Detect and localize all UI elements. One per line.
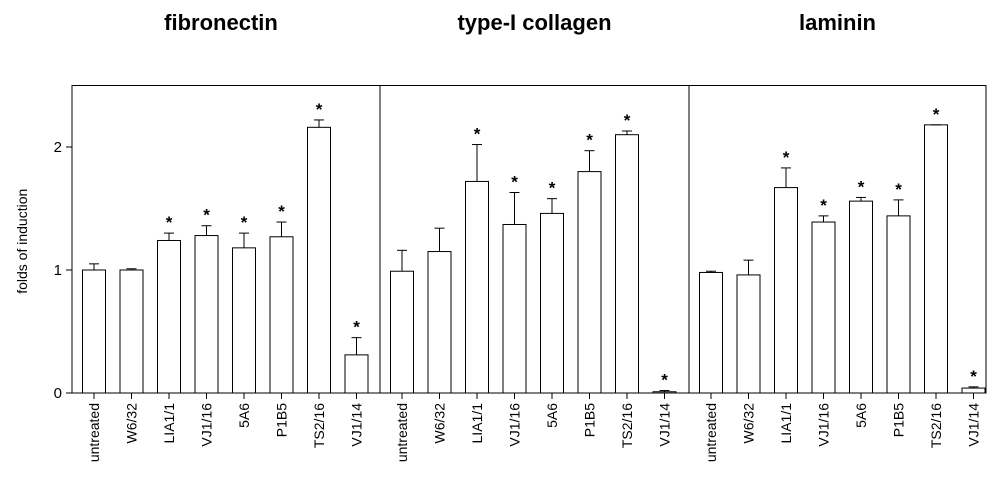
category-label: VJ1/16	[816, 403, 832, 447]
y-tick-label: 0	[54, 385, 62, 402]
bar	[269, 236, 294, 394]
category-label: 5A6	[853, 403, 869, 428]
significance-star: *	[278, 202, 285, 221]
y-tick-label: 1	[54, 262, 62, 279]
bar	[736, 274, 761, 394]
significance-star: *	[783, 148, 790, 167]
significance-star: *	[586, 131, 593, 150]
category-label: VJ1/14	[349, 403, 365, 447]
bar	[886, 215, 911, 394]
category-label: P1B5	[274, 403, 290, 437]
category-label: untreated	[394, 403, 410, 462]
significance-star: *	[203, 206, 210, 225]
significance-star: *	[316, 100, 323, 119]
category-label: TS2/16	[928, 403, 944, 448]
bar	[427, 251, 452, 394]
bar	[232, 247, 256, 394]
significance-star: *	[474, 125, 481, 144]
category-label: LIA1/1	[161, 403, 177, 444]
significance-star: *	[624, 111, 631, 130]
panel-titles: fibronectin type-I collagen laminin	[164, 10, 876, 35]
bar	[465, 180, 489, 394]
category-label: untreated	[703, 403, 719, 462]
significance-star: *	[661, 371, 668, 390]
category-label: W6/32	[124, 403, 140, 444]
category-label: VJ1/16	[507, 403, 523, 447]
category-label: P1B5	[891, 403, 907, 437]
bar	[307, 126, 331, 394]
bar	[194, 235, 219, 394]
bar	[577, 171, 602, 394]
bar	[390, 270, 414, 394]
bar	[540, 212, 564, 394]
panel-title: fibronectin	[164, 10, 278, 35]
category-label: VJ1/16	[199, 403, 215, 447]
axes: 0 1 2 folds of induction	[14, 85, 987, 402]
significance-star: *	[241, 213, 248, 232]
significance-star: *	[166, 213, 173, 232]
bar	[344, 354, 369, 394]
category-label: 5A6	[236, 403, 252, 428]
bar	[119, 269, 144, 394]
bar	[82, 269, 106, 394]
panel-title: type-I collagen	[457, 10, 611, 35]
bar	[699, 271, 723, 394]
bar	[961, 387, 986, 394]
y-tick-label: 2	[54, 139, 62, 156]
significance-star: *	[970, 367, 977, 386]
bar	[811, 221, 836, 394]
category-label: P1B5	[582, 403, 598, 437]
bar	[924, 124, 948, 394]
significance-star: *	[353, 318, 360, 337]
category-label: TS2/16	[311, 403, 327, 448]
category-label: LIA1/1	[469, 403, 485, 444]
bar	[849, 200, 873, 394]
bar	[774, 187, 798, 394]
panel-title: laminin	[799, 10, 876, 35]
significance-star: *	[933, 105, 940, 124]
y-axis-label: folds of induction	[14, 189, 30, 294]
category-label: W6/32	[432, 403, 448, 444]
significance-star: *	[511, 173, 518, 192]
bar	[652, 391, 677, 394]
significance-star: *	[549, 179, 556, 198]
category-label: LIA1/1	[778, 403, 794, 444]
significance-star: *	[820, 196, 827, 215]
significance-star: *	[858, 177, 865, 196]
bar	[502, 223, 527, 394]
bar	[157, 239, 181, 394]
significance-star: *	[895, 180, 902, 199]
bar	[615, 134, 639, 394]
category-label: untreated	[86, 403, 102, 462]
bars: * * * * * * * * * * * * * * * * * *	[82, 100, 986, 394]
category-label: W6/32	[741, 403, 757, 444]
category-label: VJ1/14	[966, 403, 982, 447]
category-label: VJ1/14	[657, 403, 673, 447]
category-labels: untreated W6/32 LIA1/1 VJ1/16 5A6 P1B5 TS2/16 V…	[86, 393, 982, 462]
category-label: 5A6	[544, 403, 560, 428]
category-label: TS2/16	[619, 403, 635, 448]
plot-frame	[71, 85, 987, 394]
